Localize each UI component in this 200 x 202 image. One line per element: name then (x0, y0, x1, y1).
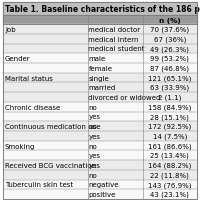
Text: 28 (15.1%): 28 (15.1%) (150, 114, 189, 120)
Bar (3, 141, 197, 151)
Text: Tuberculin skin test: Tuberculin skin test (5, 181, 73, 187)
Text: yes: yes (88, 114, 100, 120)
Text: 2 (1.1): 2 (1.1) (158, 94, 182, 101)
Bar (3, 131, 197, 141)
Bar (3, 180, 197, 189)
Text: 172 (92.5%): 172 (92.5%) (148, 123, 191, 130)
Text: 143 (76.9%): 143 (76.9%) (148, 181, 192, 188)
Bar (3, 25, 197, 35)
Bar (3, 73, 197, 83)
Text: 121 (65.1%): 121 (65.1%) (148, 75, 192, 81)
Text: yes: yes (88, 133, 100, 139)
Bar (3, 83, 197, 93)
Bar (3, 112, 197, 122)
Text: medical doctor: medical doctor (88, 27, 140, 33)
Text: Received BCG vaccination: Received BCG vaccination (5, 162, 96, 168)
Text: 67 (36%): 67 (36%) (154, 36, 186, 43)
Bar (3, 44, 197, 54)
Text: Gender: Gender (5, 56, 31, 62)
Text: 63 (33.9%): 63 (33.9%) (150, 85, 189, 91)
Bar (3, 3, 197, 16)
Bar (3, 54, 197, 64)
Text: 158 (84.9%): 158 (84.9%) (148, 104, 192, 110)
Text: Job: Job (5, 27, 16, 33)
Text: yes: yes (88, 153, 100, 158)
Bar (3, 102, 197, 112)
Text: 87 (46.8%): 87 (46.8%) (150, 65, 189, 72)
Text: 25 (13.4%): 25 (13.4%) (150, 152, 189, 159)
Text: no: no (88, 172, 97, 178)
Text: 161 (86.6%): 161 (86.6%) (148, 143, 192, 149)
Bar (3, 35, 197, 44)
Text: 70 (37.6%): 70 (37.6%) (150, 27, 189, 33)
Text: divorced or widowed: divorced or widowed (88, 95, 161, 100)
Bar (3, 93, 197, 102)
Text: positive: positive (88, 191, 116, 197)
Text: no: no (88, 143, 97, 149)
Text: 43 (23.1%): 43 (23.1%) (150, 191, 189, 197)
Text: yes: yes (88, 162, 100, 168)
Text: Chronic disease: Chronic disease (5, 104, 60, 110)
Text: married: married (88, 85, 116, 91)
Bar (3, 151, 197, 160)
Text: no: no (88, 104, 97, 110)
Bar (3, 16, 197, 25)
Text: 14 (7.5%): 14 (7.5%) (153, 133, 187, 139)
Bar (3, 170, 197, 180)
Text: negative: negative (88, 181, 119, 187)
Text: single: single (88, 75, 109, 81)
Text: Continuous medication use: Continuous medication use (5, 123, 100, 129)
Text: medical student: medical student (88, 46, 145, 52)
Text: 49 (26.3%): 49 (26.3%) (150, 46, 189, 52)
Text: 99 (53.2%): 99 (53.2%) (150, 56, 189, 62)
Text: male: male (88, 56, 106, 62)
Text: Smoking: Smoking (5, 143, 35, 149)
Bar (3, 189, 197, 199)
Text: Table 1. Baseline characteristics of the 186 participants: Table 1. Baseline characteristics of the… (5, 5, 200, 14)
Text: Marital status: Marital status (5, 75, 53, 81)
Bar (3, 160, 197, 170)
Text: n (%): n (%) (159, 18, 181, 24)
Text: female: female (88, 65, 112, 72)
Text: 164 (88.2%): 164 (88.2%) (148, 162, 192, 168)
Text: medical intern: medical intern (88, 37, 139, 42)
Text: 22 (11.8%): 22 (11.8%) (150, 171, 189, 178)
Bar (3, 122, 197, 131)
Text: no: no (88, 123, 97, 129)
Bar (3, 64, 197, 73)
